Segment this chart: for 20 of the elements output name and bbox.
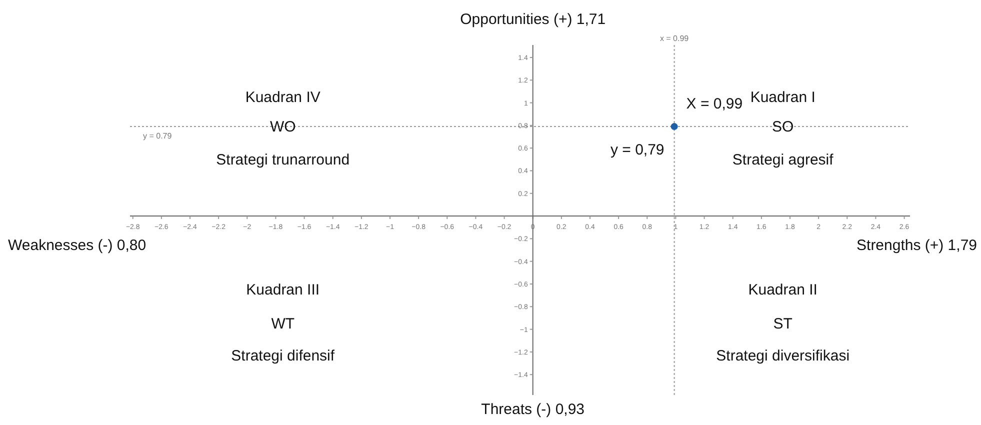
annotation: Kuadran III [246,282,320,299]
annotation: Strategi difensif [231,347,336,364]
annotation: ST [773,316,792,333]
annotation: Strategi diversifikasi [716,347,850,364]
annotation: Strategi agresif [732,151,834,168]
annotation: Kuadran I [750,89,816,106]
text: Threats (-) 0,93 [481,401,585,418]
annotation: y = 0,79 [610,142,664,159]
annotation: Kuadran II [748,282,818,299]
text: Opportunities (+) 1,71 [460,11,606,28]
annotation: SO [772,118,794,136]
annotation: WT [271,316,295,333]
annotation: Weaknesses (-) 0,80 [8,237,146,254]
annotation: Strategi trunarround [216,151,350,168]
annotation: Kuadran IV [245,89,320,106]
ref-line-label: x = 0.99 [660,34,690,43]
annotation: X = 0,99 [686,96,743,113]
annotation: WO [270,118,296,136]
ref-line-label: y = 0.79 [143,132,172,141]
annotation: Strengths (+) 1,79 [856,237,977,254]
